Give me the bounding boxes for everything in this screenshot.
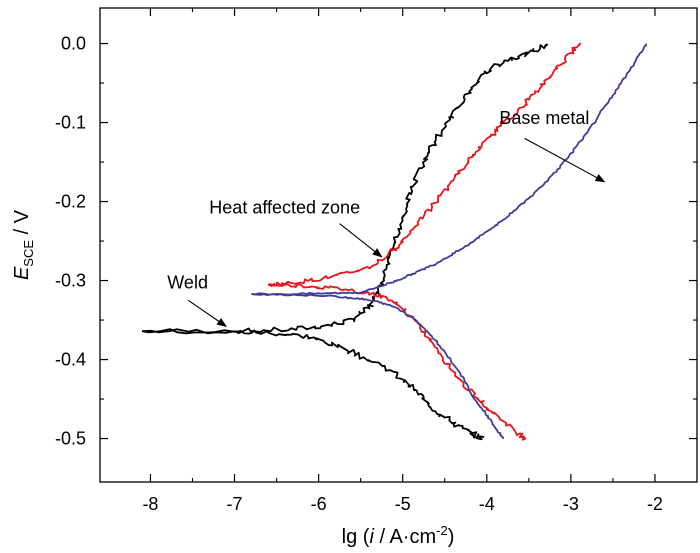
annotations: Base metal Heat affected zone Weld: [167, 108, 606, 327]
x-tick-label: -3: [563, 494, 579, 514]
y-tick-label: -0.4: [55, 350, 86, 370]
y-tick-label: -0.5: [55, 429, 86, 449]
axis-ticks: -8 -7 -6 -5 -4 -3 -2 0.0 -0.1 -0.2 -0.3 -0.4 -0.5: [55, 8, 697, 514]
series-line-weld-anodic: [141, 43, 549, 335]
y-axis-sub: SCE: [21, 240, 36, 267]
series-group: [141, 42, 647, 441]
x-axis-suffix: ): [448, 526, 455, 548]
x-axis-prefix: lg (: [342, 526, 370, 548]
y-tick-label: -0.3: [55, 271, 86, 291]
y-axis-suffix: / V: [11, 209, 33, 240]
annotation-label-heat-affected-zone: Heat affected zone: [209, 197, 360, 217]
y-tick-label: 0.0: [61, 34, 86, 54]
svg-text:ESCE / V: ESCE / V: [11, 209, 36, 280]
annotation-label-base-metal: Base metal: [499, 108, 589, 128]
y-axis-var: E: [11, 266, 33, 280]
x-axis-title: lg (i / A·cm-2): [342, 523, 455, 548]
y-axis-title: ESCE / V: [11, 209, 36, 280]
annotation-label-weld: Weld: [167, 272, 208, 292]
x-tick-label: -6: [311, 494, 327, 514]
annotation-arrow-base-metal: [524, 137, 606, 183]
series-line-heat-affected-zone-anodic: [268, 42, 582, 287]
x-tick-label: -4: [479, 494, 495, 514]
x-tick-label: -5: [395, 494, 411, 514]
y-tick-label: -0.1: [55, 113, 86, 133]
series-line-weld-cathodic: [141, 328, 485, 441]
x-tick-label: -7: [227, 494, 243, 514]
x-axis-mid: / A·cm: [374, 526, 436, 548]
y-tick-label: -0.2: [55, 192, 86, 212]
x-axis-var: i: [369, 526, 374, 548]
x-tick-label: -8: [142, 494, 158, 514]
plot-frame: [99, 7, 698, 483]
annotation-arrow-heat-affected-zone: [339, 223, 383, 258]
annotation-arrow-weld: [187, 299, 227, 327]
series-line-base-metal-cathodic: [251, 293, 504, 439]
x-tick-label: -2: [647, 494, 663, 514]
series-line-base-metal-anodic: [251, 43, 647, 296]
x-axis-sup: -2: [436, 523, 448, 538]
